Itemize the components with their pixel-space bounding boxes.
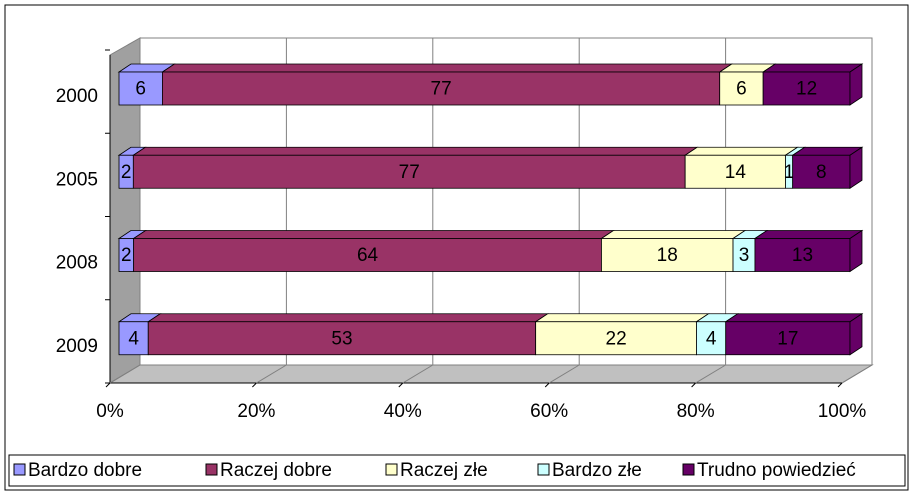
x-tick: [544, 382, 550, 388]
legend-box: [8, 454, 906, 487]
y-tick-label: 2008: [56, 253, 98, 274]
x-tick: [837, 382, 843, 388]
floor: [108, 364, 874, 384]
bar-side: [849, 229, 863, 273]
y-tick-label: 2009: [56, 336, 98, 357]
grid-line: [695, 364, 726, 384]
data-label: 6: [135, 79, 146, 100]
data-label: 64: [357, 245, 379, 266]
bar-top: [683, 146, 799, 156]
data-label: 13: [792, 245, 813, 266]
legend-swatch: [13, 463, 26, 476]
data-label: 77: [399, 162, 420, 183]
bar-top: [132, 230, 615, 239]
grid-line: [109, 364, 141, 384]
x-tick: [691, 382, 696, 388]
bar: [162, 71, 721, 106]
data-label: 17: [777, 328, 798, 349]
data-label: 12: [796, 79, 817, 100]
data-label: 2: [121, 162, 132, 183]
legend-swatch: [537, 463, 550, 476]
grid-line: [402, 364, 434, 384]
legend-label: Bardzo złe: [552, 460, 642, 481]
data-label: 1: [784, 162, 795, 183]
bar: [792, 154, 851, 189]
data-label: 8: [816, 162, 827, 183]
bar-top: [161, 63, 734, 73]
x-tick-label: 60%: [530, 401, 568, 422]
bar-side: [849, 146, 863, 189]
bar-top: [132, 146, 699, 156]
x-tick-label: 40%: [384, 401, 422, 422]
bar-top: [724, 313, 864, 323]
x-tick-label: 20%: [237, 401, 275, 422]
grid-line: [841, 364, 873, 384]
legend-label: Trudno powiedzieć: [697, 460, 856, 481]
data-label: 2: [121, 245, 132, 266]
bar: [601, 238, 734, 272]
bar-side: [849, 313, 863, 356]
x-tick-label: 0%: [96, 401, 124, 422]
legend-label: Raczej złe: [400, 460, 488, 481]
x-tick: [252, 382, 257, 388]
bar-top: [534, 313, 710, 323]
grid-line: [548, 364, 580, 384]
bar-side: [849, 63, 863, 106]
data-label: 22: [606, 328, 627, 349]
bar-top: [761, 63, 864, 73]
bar: [684, 154, 786, 189]
y-tick-label: 2000: [56, 86, 98, 107]
data-label: 4: [706, 328, 717, 349]
bar-top: [146, 313, 549, 323]
data-label: 14: [725, 162, 747, 183]
grid-line: [256, 364, 287, 384]
bar: [762, 71, 851, 106]
legend-label: Bardzo dobre: [28, 460, 142, 481]
data-label: 4: [128, 328, 139, 349]
legend-label: Raczej dobre: [220, 460, 332, 481]
data-label: 53: [331, 328, 352, 349]
y-tick-label: 2005: [56, 169, 98, 190]
data-label: 6: [736, 79, 747, 100]
x-tick-label: 80%: [677, 401, 715, 422]
legend-swatch: [682, 463, 695, 476]
legend-swatch: [385, 463, 398, 476]
data-label: 77: [431, 79, 452, 100]
legend-swatch: [205, 463, 218, 476]
bar-top: [753, 230, 864, 239]
x-tick: [398, 382, 404, 388]
x-tick: [105, 382, 111, 388]
bar: [725, 321, 851, 356]
data-label: 18: [657, 245, 678, 266]
bar: [118, 321, 149, 356]
data-label: 3: [739, 245, 750, 266]
bar: [754, 238, 851, 272]
bar: [147, 321, 537, 356]
bar: [133, 238, 602, 272]
bar-top: [600, 230, 747, 239]
x-tick-label: 100%: [818, 401, 867, 422]
